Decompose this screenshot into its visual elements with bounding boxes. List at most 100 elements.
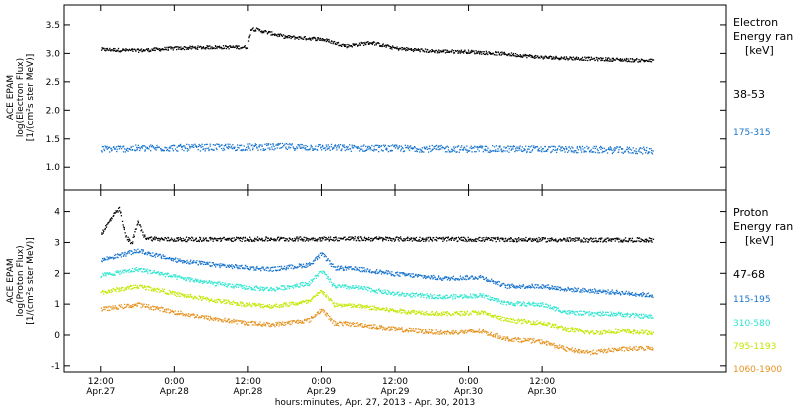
data-point: [325, 274, 328, 276]
data-point: [345, 284, 347, 286]
data-point: [638, 149, 640, 151]
data-point: [491, 53, 493, 55]
data-point: [452, 146, 455, 148]
data-point: [571, 56, 573, 59]
data-point: [531, 240, 533, 243]
data-point: [339, 304, 341, 306]
data-point: [131, 250, 133, 252]
data-point: [259, 288, 262, 290]
y-axis-label: log(Electron Flux): [16, 58, 26, 137]
data-point: [639, 60, 642, 63]
data-point: [205, 48, 207, 50]
data-point: [314, 37, 316, 39]
data-point: [265, 30, 267, 33]
data-point: [512, 286, 515, 288]
data-point: [156, 287, 159, 289]
data-point: [622, 152, 624, 154]
data-point: [487, 279, 489, 281]
data-point: [125, 48, 127, 50]
data-point: [401, 46, 403, 49]
data-point: [421, 275, 423, 277]
data-point: [187, 278, 190, 280]
data-point: [172, 150, 175, 152]
data-point: [197, 263, 199, 266]
data-point: [122, 252, 124, 254]
data-point: [594, 290, 597, 293]
data-point: [236, 46, 239, 48]
data-point: [340, 265, 343, 267]
data-point: [268, 30, 271, 33]
data-point: [273, 305, 275, 307]
data-point: [510, 149, 512, 151]
data-point: [106, 148, 109, 150]
data-point: [438, 237, 440, 240]
data-point: [210, 265, 212, 267]
data-point: [236, 303, 239, 305]
data-point: [436, 278, 439, 281]
data-point: [216, 47, 218, 50]
data-point: [498, 299, 500, 301]
data-point: [487, 236, 489, 239]
data-point: [164, 46, 166, 49]
data-point: [270, 143, 272, 146]
data-point: [200, 280, 202, 282]
data-point: [590, 237, 592, 239]
data-point: [218, 46, 220, 48]
data-point: [323, 40, 326, 42]
data-point: [393, 145, 395, 147]
data-point: [427, 49, 429, 51]
data-point: [180, 145, 182, 148]
data-point: [343, 269, 345, 271]
data-point: [485, 149, 487, 152]
data-point: [601, 151, 603, 154]
data-point: [105, 272, 108, 274]
data-point: [617, 146, 619, 148]
data-point: [221, 48, 223, 50]
data-point: [448, 51, 451, 53]
data-point: [450, 239, 453, 241]
data-point: [441, 237, 443, 239]
data-point: [569, 289, 571, 291]
data-point: [106, 272, 109, 274]
data-point: [286, 265, 288, 267]
data-point: [383, 292, 386, 294]
data-point: [647, 152, 650, 154]
data-point: [424, 238, 426, 240]
data-point: [521, 55, 523, 58]
data-point: [512, 284, 515, 286]
data-point: [152, 271, 155, 273]
data-point: [438, 148, 440, 151]
data-point: [118, 290, 120, 293]
data-point: [564, 58, 567, 61]
data-point: [470, 276, 472, 278]
data-point: [448, 151, 451, 153]
data-point: [563, 290, 566, 292]
data-point: [592, 147, 594, 149]
data-point: [333, 146, 335, 149]
data-point: [119, 254, 121, 256]
data-point: [370, 42, 372, 44]
data-point: [154, 49, 156, 52]
data-point: [296, 147, 299, 149]
data-point: [316, 275, 318, 277]
data-point: [469, 52, 472, 54]
data-point: [546, 57, 549, 59]
data-point: [505, 284, 507, 287]
data-point: [377, 144, 379, 147]
data-point: [244, 267, 246, 269]
data-point: [650, 296, 653, 298]
data-point: [138, 51, 140, 53]
data-point: [610, 314, 612, 316]
data-point: [129, 239, 131, 242]
data-point: [144, 49, 146, 51]
data-point: [276, 34, 278, 37]
data-point: [329, 263, 331, 265]
data-point: [489, 52, 492, 54]
data-point: [103, 230, 105, 233]
data-point: [566, 239, 568, 241]
data-point: [617, 151, 620, 153]
data-point: [199, 260, 201, 263]
data-point: [407, 49, 409, 51]
data-point: [286, 238, 288, 240]
data-point: [352, 43, 354, 45]
